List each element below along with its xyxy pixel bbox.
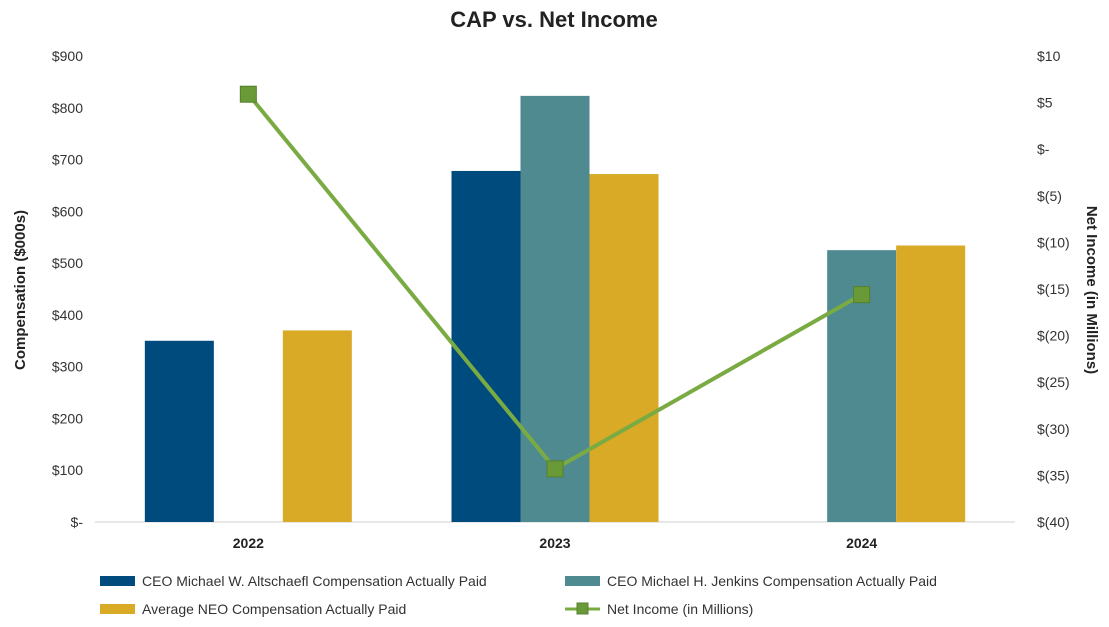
legend-swatch-ceo-michael-w-altschaefl-compensation-actually-paid [100, 576, 135, 586]
y2-tick-label: $- [1037, 141, 1050, 157]
y-tick-label: $400 [52, 307, 83, 323]
y-tick-label: $- [71, 514, 84, 530]
legend-label: CEO Michael W. Altschaefl Compensation A… [142, 573, 487, 589]
y2-tick-label: $(30) [1037, 421, 1070, 437]
net-income-line [239, 85, 871, 478]
y2-tick-label: $5 [1037, 95, 1053, 111]
chart-title: CAP vs. Net Income [450, 7, 657, 32]
y-axis-title: Compensation ($000s) [12, 210, 29, 370]
legend-marker-net-income-in-millions [576, 602, 589, 615]
bar-ceo-michael-w-altschaefl-compensation-actually-paid-2023 [451, 170, 521, 523]
legend-swatch-average-neo-compensation-actually-paid [100, 604, 135, 614]
y-tick-label: $300 [52, 359, 83, 375]
legend-label: Average NEO Compensation Actually Paid [142, 601, 406, 617]
y-tick-label: $500 [52, 255, 83, 271]
y2-tick-label: $(10) [1037, 234, 1070, 250]
net-income-marker-2024 [853, 286, 871, 304]
net-income-marker-2023 [546, 460, 564, 478]
bar-average-neo-compensation-actually-paid-2024 [896, 245, 966, 523]
y-tick-label: $100 [52, 462, 83, 478]
axes: $- $100 $200 $300 $400 $500 $600 $700 $800 $900 $(… [52, 48, 1070, 551]
y2-tick-label: $(15) [1037, 281, 1070, 297]
y2-axis-title: Net Income (in Millions) [1083, 206, 1100, 374]
y2-tick-label: $(20) [1037, 328, 1070, 344]
y-tick-label: $700 [52, 152, 83, 168]
y-tick-label: $900 [52, 48, 83, 64]
legend: CEO Michael W. Altschaefl Compensation A… [100, 573, 937, 617]
y-tick-label: $600 [52, 203, 83, 219]
y-tick-label: $200 [52, 410, 83, 426]
y-tick-label: $800 [52, 100, 83, 116]
bar-average-neo-compensation-actually-paid-2023 [589, 174, 659, 522]
y2-tick-label: $(25) [1037, 374, 1070, 390]
legend-label: CEO Michael H. Jenkins Compensation Actu… [607, 573, 937, 589]
bars [144, 95, 966, 523]
legend-label: Net Income (in Millions) [607, 601, 753, 617]
bar-average-neo-compensation-actually-paid-2022 [282, 330, 352, 522]
bar-ceo-michael-h-jenkins-compensation-actually-paid-2023 [520, 95, 590, 522]
net-income-marker-2022 [239, 85, 257, 103]
y2-tick-label: $(40) [1037, 514, 1070, 530]
legend-swatch-ceo-michael-h-jenkins-compensation-actually-paid [565, 576, 600, 586]
x-category-label: 2023 [539, 535, 570, 551]
y2-tick-label: $(35) [1037, 467, 1070, 483]
x-category-label: 2024 [846, 535, 877, 551]
y2-tick-label: $(5) [1037, 188, 1062, 204]
x-category-label: 2022 [233, 535, 264, 551]
bar-ceo-michael-w-altschaefl-compensation-actually-paid-2022 [144, 340, 214, 522]
y2-tick-label: $10 [1037, 48, 1061, 64]
